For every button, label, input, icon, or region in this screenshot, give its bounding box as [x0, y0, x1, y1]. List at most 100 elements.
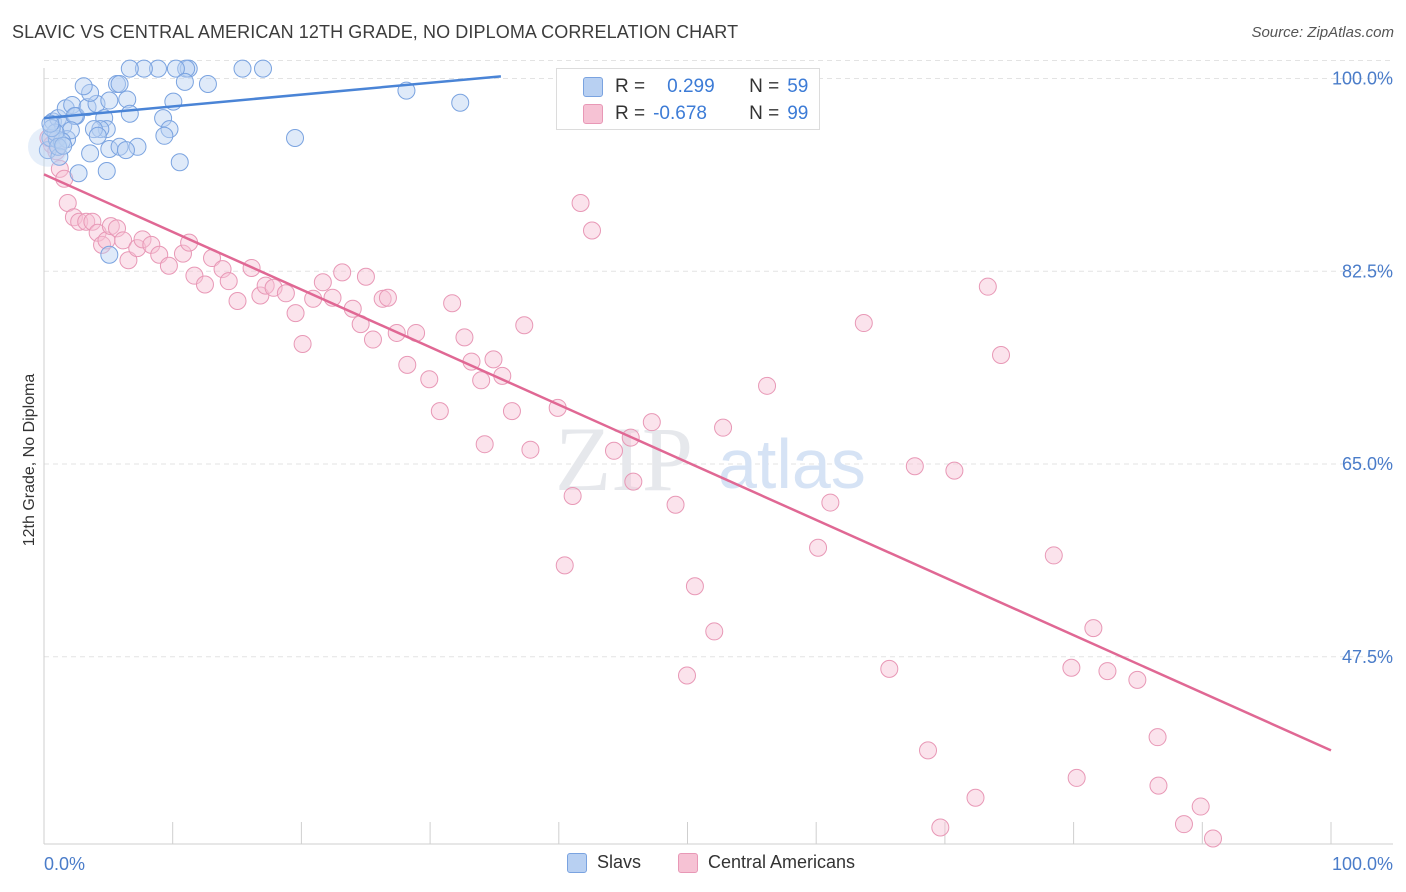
legend-label-central: Central Americans: [708, 852, 856, 872]
slav-point: [41, 114, 60, 133]
central-american-point: [378, 288, 397, 307]
central-american-point: [521, 440, 540, 459]
legend-n-label: N =: [749, 103, 780, 124]
slav-point: [148, 59, 167, 78]
central-american-point: [1062, 658, 1081, 677]
slav-point: [116, 141, 135, 160]
central-american-point: [455, 328, 474, 347]
central-american-point: [114, 231, 133, 250]
watermark-zip: ZIP: [555, 408, 693, 510]
slav-point: [97, 162, 116, 181]
y-axis-label: 12th Grade, No Diploma: [21, 373, 38, 547]
central-american-point: [159, 256, 178, 275]
chart-title: SLAVIC VS CENTRAL AMERICAN 12TH GRADE, N…: [12, 22, 739, 42]
central-american-point: [1204, 829, 1222, 848]
y-tick-label: 82.5%: [1342, 261, 1393, 281]
slav-point: [155, 126, 174, 145]
central-american-point: [356, 267, 375, 286]
source-credit: Source: ZipAtlas.com: [1251, 24, 1394, 41]
legend-n-value-central: 99: [787, 103, 809, 124]
central-american-point: [821, 493, 840, 512]
slav-point: [97, 120, 116, 139]
slav-point: [81, 83, 100, 102]
slav-point: [81, 144, 100, 163]
central-american-point: [854, 314, 873, 333]
slav-point: [175, 72, 194, 91]
axes: [43, 68, 1393, 845]
slavs-trend-line: [43, 75, 501, 120]
tick-labels: 47.5% 65.0% 82.5% 100.0% 0.0% 100.0%: [44, 69, 1393, 874]
central-american-point: [705, 622, 724, 641]
slav-point: [50, 147, 69, 166]
central-american-point: [119, 251, 138, 270]
slav-point: [110, 75, 129, 94]
slav-point: [177, 59, 196, 78]
legend-swatch-central: [678, 852, 698, 873]
central-american-point: [1191, 797, 1210, 816]
central-american-point: [251, 286, 270, 305]
central-american-point: [880, 659, 899, 678]
slav-point: [54, 136, 73, 155]
slav-point: [120, 104, 139, 123]
legend-r-value-slavs: 0.299: [667, 76, 715, 97]
central-american-point: [276, 284, 295, 303]
slav-point: [166, 59, 185, 78]
central-american-point: [363, 330, 382, 349]
slav-point: [100, 91, 119, 110]
slav-point: [74, 77, 93, 96]
slav-point: [286, 128, 305, 147]
legend-r-value-central: -0.678: [653, 103, 707, 124]
slav-point: [69, 164, 88, 183]
legend-label-slavs: Slavs: [597, 852, 642, 872]
central-americans-trend-line: [43, 173, 1332, 752]
legend-box: R = 0.299 N = 59 R = -0.678 N = 99: [556, 68, 820, 130]
trend-lines: [43, 75, 1332, 752]
central-american-point: [563, 486, 582, 505]
central-american-point: [677, 666, 696, 685]
slav-point: [233, 59, 252, 78]
central-american-point: [443, 294, 462, 313]
central-american-point: [70, 212, 89, 231]
central-american-point: [313, 273, 332, 292]
legend-n-label: N =: [749, 76, 780, 97]
y-tick-label: 47.5%: [1342, 647, 1393, 667]
slav-point: [100, 245, 119, 264]
central-american-point: [185, 266, 204, 285]
central-american-point: [978, 277, 997, 296]
legend-n-value-slavs: 59: [787, 76, 809, 97]
x-tick-label: 0.0%: [44, 854, 85, 874]
central-american-point: [502, 402, 521, 421]
central-americans-points: [39, 128, 1222, 848]
central-american-point: [642, 413, 661, 432]
central-american-point: [604, 441, 623, 460]
y-tick-label: 65.0%: [1342, 454, 1393, 474]
x-tick-label: 100.0%: [1332, 854, 1393, 874]
legend-swatch-slavs: [583, 77, 603, 97]
central-american-point: [555, 556, 574, 575]
slav-point: [154, 109, 173, 128]
central-american-point: [228, 292, 247, 311]
central-american-point: [1044, 546, 1063, 565]
central-american-point: [1174, 815, 1193, 834]
central-american-point: [992, 345, 1011, 364]
central-american-point: [966, 788, 985, 807]
slav-point: [63, 95, 82, 114]
central-american-point: [624, 472, 643, 491]
slav-cluster-point: [28, 126, 68, 167]
slavs-points: [28, 59, 470, 264]
central-american-point: [173, 244, 192, 263]
central-american-point: [286, 304, 305, 323]
central-american-point: [1149, 776, 1168, 795]
slav-point: [128, 137, 147, 156]
central-american-point: [571, 193, 590, 212]
central-american-point: [515, 316, 534, 335]
central-american-point: [484, 350, 503, 369]
watermark-atlas: atlas: [718, 425, 866, 503]
central-american-point: [714, 418, 733, 437]
grid-lines: [44, 60, 1393, 658]
legend-r-label: R =: [615, 76, 646, 97]
slav-point: [170, 153, 189, 172]
slav-point: [254, 59, 272, 78]
bottom-legend: Slavs Central Americans: [0, 852, 1406, 878]
